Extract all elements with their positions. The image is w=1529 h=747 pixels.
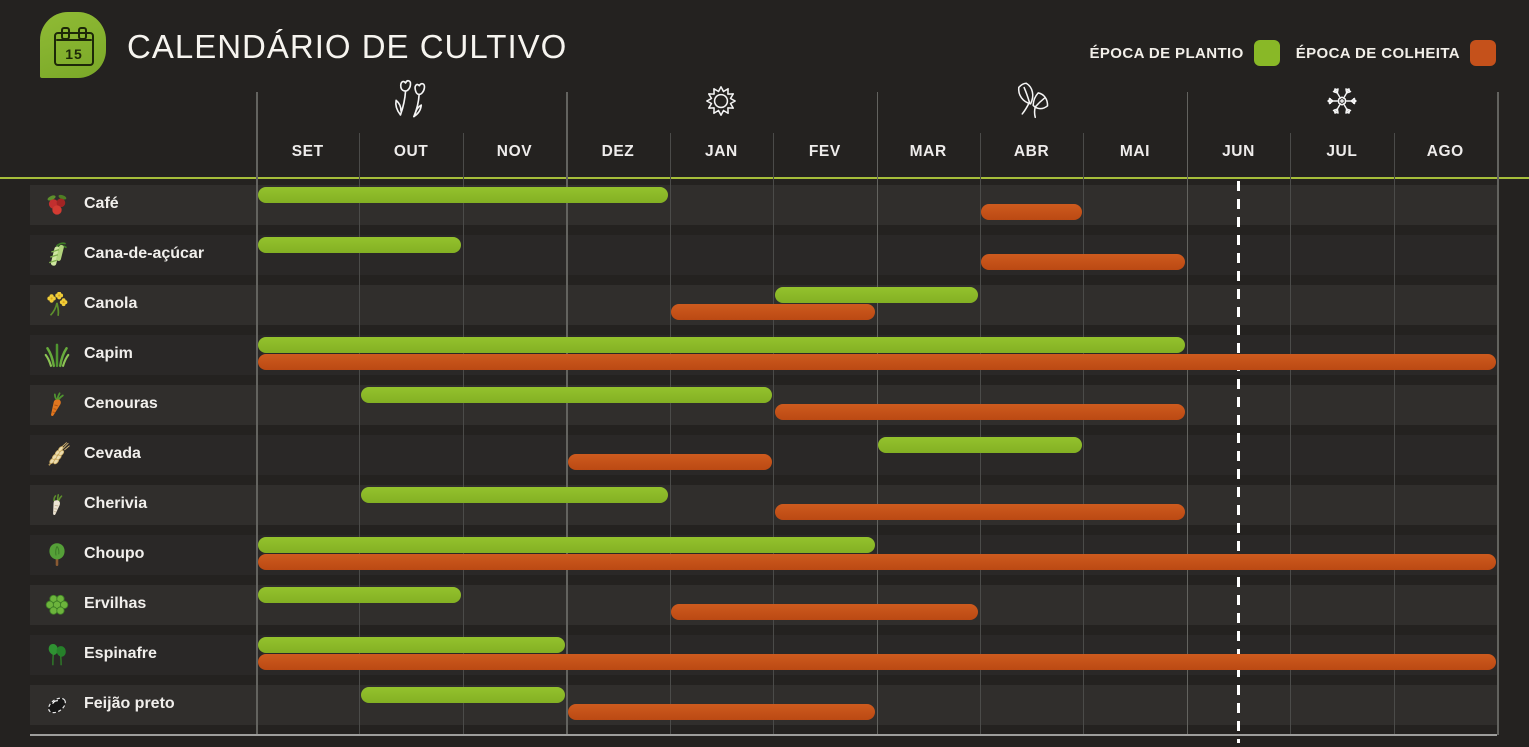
crop-label: Café (84, 195, 119, 212)
plantio-bar (257, 637, 565, 653)
crop-label: Cenouras (84, 395, 158, 412)
month-gridline (359, 133, 361, 735)
canola-flower-icon (44, 292, 70, 318)
colheita-bar (567, 454, 772, 470)
colheita-bar (567, 704, 876, 720)
calendar-day-number: 15 (65, 45, 83, 62)
header-separator-line (0, 177, 1529, 179)
plantio-bar (360, 687, 565, 703)
plantio-bar (774, 287, 979, 303)
crop-label: Feijão preto (84, 695, 175, 712)
month-label: JUN (1222, 143, 1255, 160)
crop-label: Cherivia (84, 495, 148, 512)
legend-item-colheita: ÉPOCA DE COLHEITA (1296, 40, 1496, 66)
colheita-bar (257, 354, 1496, 370)
season-gridline (566, 92, 568, 735)
row-band (30, 235, 1497, 275)
crop-label: Canola (84, 295, 138, 312)
month-label: ABR (1013, 143, 1050, 160)
legend-item-plantio: ÉPOCA DE PLANTIO (1089, 40, 1280, 66)
month-label: AGO (1426, 143, 1464, 160)
spring-flowers-icon (388, 78, 434, 124)
crop-label: Capim (84, 345, 133, 362)
month-gridline (1290, 133, 1292, 735)
colheita-bar (671, 304, 875, 320)
crop-label: Ervilhas (84, 595, 147, 612)
colheita-bar (981, 204, 1082, 220)
month-label: FEV (808, 143, 841, 160)
plantio-bar (257, 537, 875, 553)
month-label: JAN (704, 143, 738, 160)
month-label: DEZ (601, 143, 635, 160)
season-gridline (256, 92, 258, 735)
month-label: MAI (1119, 143, 1151, 160)
sugarcane-icon (44, 242, 70, 268)
grass-icon (44, 342, 70, 368)
carrot-icon (44, 392, 70, 418)
legend-plantio-swatch (1253, 40, 1280, 66)
colheita-bar (774, 404, 1186, 420)
plantio-bar (360, 487, 669, 503)
plantio-bar (360, 387, 772, 403)
crop-label: Cana-de-açúcar (84, 245, 205, 262)
colheita-bar (257, 654, 1496, 670)
bottom-axis-line (30, 734, 1497, 736)
peas-icon (44, 592, 70, 618)
page-title: CALENDÁRIO DE CULTIVO (127, 28, 568, 65)
plantio-bar (257, 237, 462, 253)
month-label: OUT (393, 143, 429, 160)
autumn-leaves-icon (1009, 78, 1055, 124)
plantio-bar (878, 437, 1082, 453)
today-marker-line (1237, 181, 1240, 743)
calendar-badge-icon: 15 (40, 12, 106, 78)
month-gridline (462, 133, 464, 735)
month-label: MAR (909, 143, 947, 160)
row-band (30, 485, 1497, 525)
plantio-bar (257, 187, 669, 203)
plantio-bar (257, 337, 1186, 353)
month-label: SET (291, 143, 324, 160)
crop-label: Espinafre (84, 645, 157, 662)
colheita-bar (774, 504, 1186, 520)
colheita-bar (257, 554, 1496, 570)
calendar-glyph: 15 (54, 27, 94, 66)
season-gridline (1186, 92, 1189, 735)
month-gridline (1393, 133, 1395, 735)
legend-plantio-label: ÉPOCA DE PLANTIO (1089, 44, 1244, 62)
coffee-berries-icon (44, 192, 70, 218)
plantio-bar (257, 587, 462, 603)
crop-label: Choupo (84, 545, 145, 562)
colheita-bar (981, 254, 1186, 270)
snowflake-icon (1319, 78, 1365, 124)
month-gridline (1083, 133, 1085, 735)
legend: ÉPOCA DE PLANTIO ÉPOCA DE COLHEITA (1089, 40, 1496, 66)
legend-colheita-swatch (1470, 40, 1496, 66)
month-gridline (979, 133, 981, 735)
month-gridline (773, 133, 775, 735)
month-label: NOV (496, 143, 533, 160)
sun-icon (698, 78, 744, 124)
colheita-bar (671, 604, 979, 620)
barley-icon (44, 442, 70, 468)
parsnip-icon (44, 492, 70, 518)
month-gridline (669, 133, 671, 735)
crop-label: Cevada (84, 445, 141, 462)
row-band (30, 185, 1497, 225)
month-label: JUL (1326, 143, 1358, 160)
tree-icon (44, 542, 70, 568)
season-gridline (1497, 92, 1499, 735)
spinach-icon (44, 642, 70, 668)
legend-colheita-label: ÉPOCA DE COLHEITA (1295, 44, 1460, 62)
black-bean-icon (44, 692, 70, 718)
